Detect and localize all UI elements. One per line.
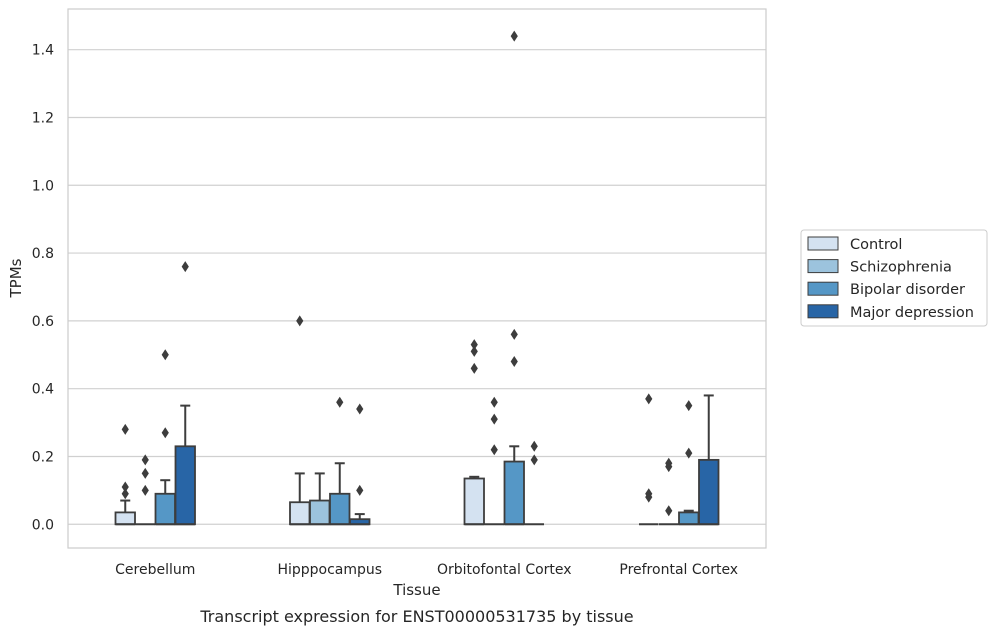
outlier-point <box>470 339 478 351</box>
box-2-1 <box>484 396 504 526</box>
y-tick-labels: 0.0 0.2 0.4 0.6 0.8 1.0 1.2 1.4 <box>32 43 54 534</box>
outlier-point <box>121 488 129 500</box>
y-tick-label: 0.0 <box>32 517 54 533</box>
outlier-point <box>645 393 653 405</box>
legend-swatch <box>807 259 839 274</box>
legend-label: Major depression <box>850 305 974 321</box>
legend-label: Control <box>850 237 902 253</box>
box-1-0 <box>289 315 311 526</box>
outlier-point <box>470 362 478 374</box>
outlier-point <box>121 481 129 493</box>
outlier-point <box>685 400 693 412</box>
outlier-point <box>510 356 518 368</box>
outlier-point <box>356 484 364 496</box>
x-tick-label: Orbitofontal Cortex <box>437 562 572 578</box>
box-rect <box>309 499 331 526</box>
outlier-point <box>645 488 653 500</box>
outlier-point <box>161 427 169 439</box>
legend-label: Schizophrenia <box>850 260 952 276</box>
legend-label: Bipolar disorder <box>850 282 965 298</box>
outlier-point <box>685 447 693 459</box>
box-0-3 <box>174 261 196 526</box>
box-rect <box>503 460 525 526</box>
outlier-point <box>490 444 498 456</box>
legend-swatch <box>807 281 839 296</box>
box-3-1 <box>659 457 679 526</box>
box-rect <box>114 511 136 526</box>
box-2-2 <box>503 30 525 526</box>
outlier-point <box>510 30 518 42</box>
y-tick-label: 0.2 <box>32 449 54 465</box>
outlier-point <box>510 328 518 340</box>
outlier-point <box>161 349 169 361</box>
box-2-0 <box>463 339 485 526</box>
x-tick-labels: Cerebellum Hipppocampus Orbitofontal Corte… <box>115 562 738 578</box>
box-rect <box>174 445 196 526</box>
y-tick-label: 0.4 <box>32 382 54 398</box>
outlier-point <box>181 261 189 273</box>
box-rect <box>154 492 176 526</box>
outlier-point <box>121 423 129 435</box>
legend-swatch <box>807 236 839 251</box>
outlier-point <box>356 403 364 415</box>
x-tick-label: Cerebellum <box>115 562 195 578</box>
outlier-point <box>530 440 538 452</box>
y-tick-label: 0.6 <box>32 314 54 330</box>
box-2-3 <box>524 440 544 526</box>
box-rect <box>463 477 485 526</box>
outlier-point <box>141 484 149 496</box>
box-3-3 <box>698 394 720 526</box>
y-axis-label: TPMs <box>7 258 25 298</box>
legend-swatch <box>807 304 839 319</box>
legend-frame <box>800 229 988 327</box>
box-3-0 <box>639 393 659 526</box>
box-1-2 <box>329 396 351 526</box>
box-rect <box>289 501 311 526</box>
grid-layer <box>68 49 766 525</box>
x-axis-label: Tissue <box>392 581 440 599</box>
legend: Control Schizophrenia Bipolar disorder Majo… <box>800 229 988 327</box>
outlier-point <box>490 396 498 408</box>
outlier-point <box>530 454 538 466</box>
box-3-2 <box>678 400 700 526</box>
box-0-0 <box>114 423 136 526</box>
chart-caption: Transcript expression for ENST0000053173… <box>199 607 633 626</box>
y-tick-label: 1.4 <box>32 43 54 59</box>
y-tick-label: 1.2 <box>32 110 54 126</box>
plot-layer <box>114 30 720 526</box>
box-rect <box>678 511 700 526</box>
x-tick-label: Hipppocampus <box>277 562 382 578</box>
outlier-point <box>141 467 149 479</box>
box-1-1 <box>309 472 331 526</box>
box-1-3 <box>349 403 371 526</box>
x-tick-label: Prefrontal Cortex <box>619 562 738 578</box>
outlier-point <box>665 505 673 517</box>
outlier-point <box>665 457 673 469</box>
box-rect <box>329 492 351 526</box>
box-rect <box>698 458 720 526</box>
box-0-1 <box>135 454 155 526</box>
outlier-point <box>470 345 478 357</box>
outlier-point <box>336 396 344 408</box>
y-tick-label: 0.8 <box>32 246 54 262</box>
box-0-2 <box>154 349 176 526</box>
y-tick-label: 1.0 <box>32 178 54 194</box>
outlier-point <box>296 315 304 327</box>
outlier-point <box>141 454 149 466</box>
outlier-point <box>490 413 498 425</box>
plot-frame <box>67 8 767 549</box>
